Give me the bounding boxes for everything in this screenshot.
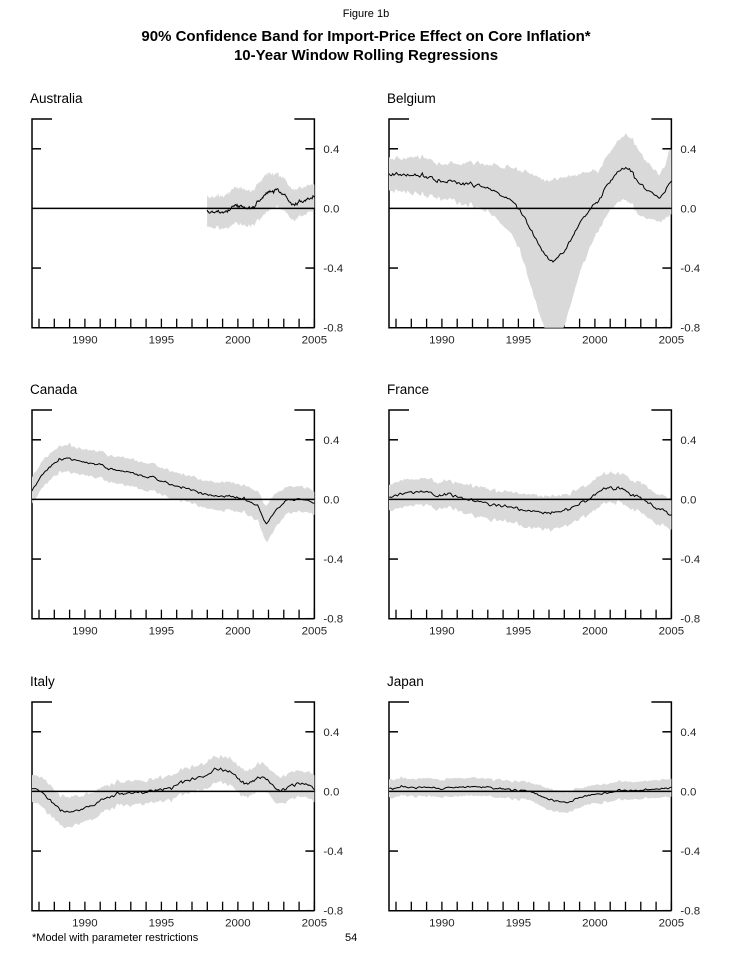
- svg-text:-0.8: -0.8: [323, 905, 343, 917]
- svg-text:-0.4: -0.4: [323, 554, 343, 566]
- svg-text:0.0: 0.0: [323, 495, 339, 507]
- svg-text:0.4: 0.4: [680, 726, 697, 738]
- svg-text:1990: 1990: [429, 917, 455, 929]
- svg-text:-0.4: -0.4: [680, 263, 700, 275]
- svg-text:2005: 2005: [302, 626, 328, 638]
- svg-text:1990: 1990: [72, 335, 98, 347]
- svg-text:2000: 2000: [582, 335, 608, 347]
- svg-text:-0.8: -0.8: [323, 323, 343, 335]
- svg-text:1995: 1995: [506, 626, 532, 638]
- svg-text:1995: 1995: [149, 335, 175, 347]
- svg-text:1990: 1990: [429, 626, 455, 638]
- svg-text:1995: 1995: [506, 335, 532, 347]
- svg-text:1990: 1990: [72, 917, 98, 929]
- svg-text:-0.8: -0.8: [680, 323, 700, 335]
- svg-text:2005: 2005: [659, 335, 685, 347]
- svg-text:0.0: 0.0: [680, 203, 696, 215]
- svg-text:2000: 2000: [225, 917, 251, 929]
- svg-text:-0.8: -0.8: [323, 614, 343, 626]
- svg-text:1990: 1990: [72, 626, 98, 638]
- svg-text:2005: 2005: [302, 917, 328, 929]
- svg-text:0.4: 0.4: [680, 144, 697, 156]
- svg-text:2000: 2000: [225, 335, 251, 347]
- svg-text:2000: 2000: [582, 626, 608, 638]
- svg-text:-0.4: -0.4: [323, 263, 343, 275]
- svg-text:0.0: 0.0: [323, 203, 339, 215]
- svg-text:0.4: 0.4: [323, 435, 340, 447]
- svg-text:0.0: 0.0: [680, 495, 696, 507]
- svg-text:2000: 2000: [582, 917, 608, 929]
- svg-text:1995: 1995: [506, 917, 532, 929]
- svg-text:0.4: 0.4: [323, 726, 340, 738]
- svg-text:2005: 2005: [302, 335, 328, 347]
- svg-text:-0.8: -0.8: [680, 905, 700, 917]
- svg-text:1995: 1995: [149, 917, 175, 929]
- svg-text:1995: 1995: [149, 626, 175, 638]
- svg-text:2005: 2005: [659, 626, 685, 638]
- svg-text:-0.4: -0.4: [680, 554, 700, 566]
- svg-text:0.4: 0.4: [680, 435, 697, 447]
- svg-text:0.4: 0.4: [323, 144, 340, 156]
- svg-text:-0.8: -0.8: [680, 614, 700, 626]
- svg-text:0.0: 0.0: [323, 786, 339, 798]
- svg-text:0.0: 0.0: [680, 786, 696, 798]
- svg-text:-0.4: -0.4: [680, 846, 700, 858]
- svg-text:2005: 2005: [659, 917, 685, 929]
- svg-text:-0.4: -0.4: [323, 846, 343, 858]
- svg-text:1990: 1990: [429, 335, 455, 347]
- svg-text:2000: 2000: [225, 626, 251, 638]
